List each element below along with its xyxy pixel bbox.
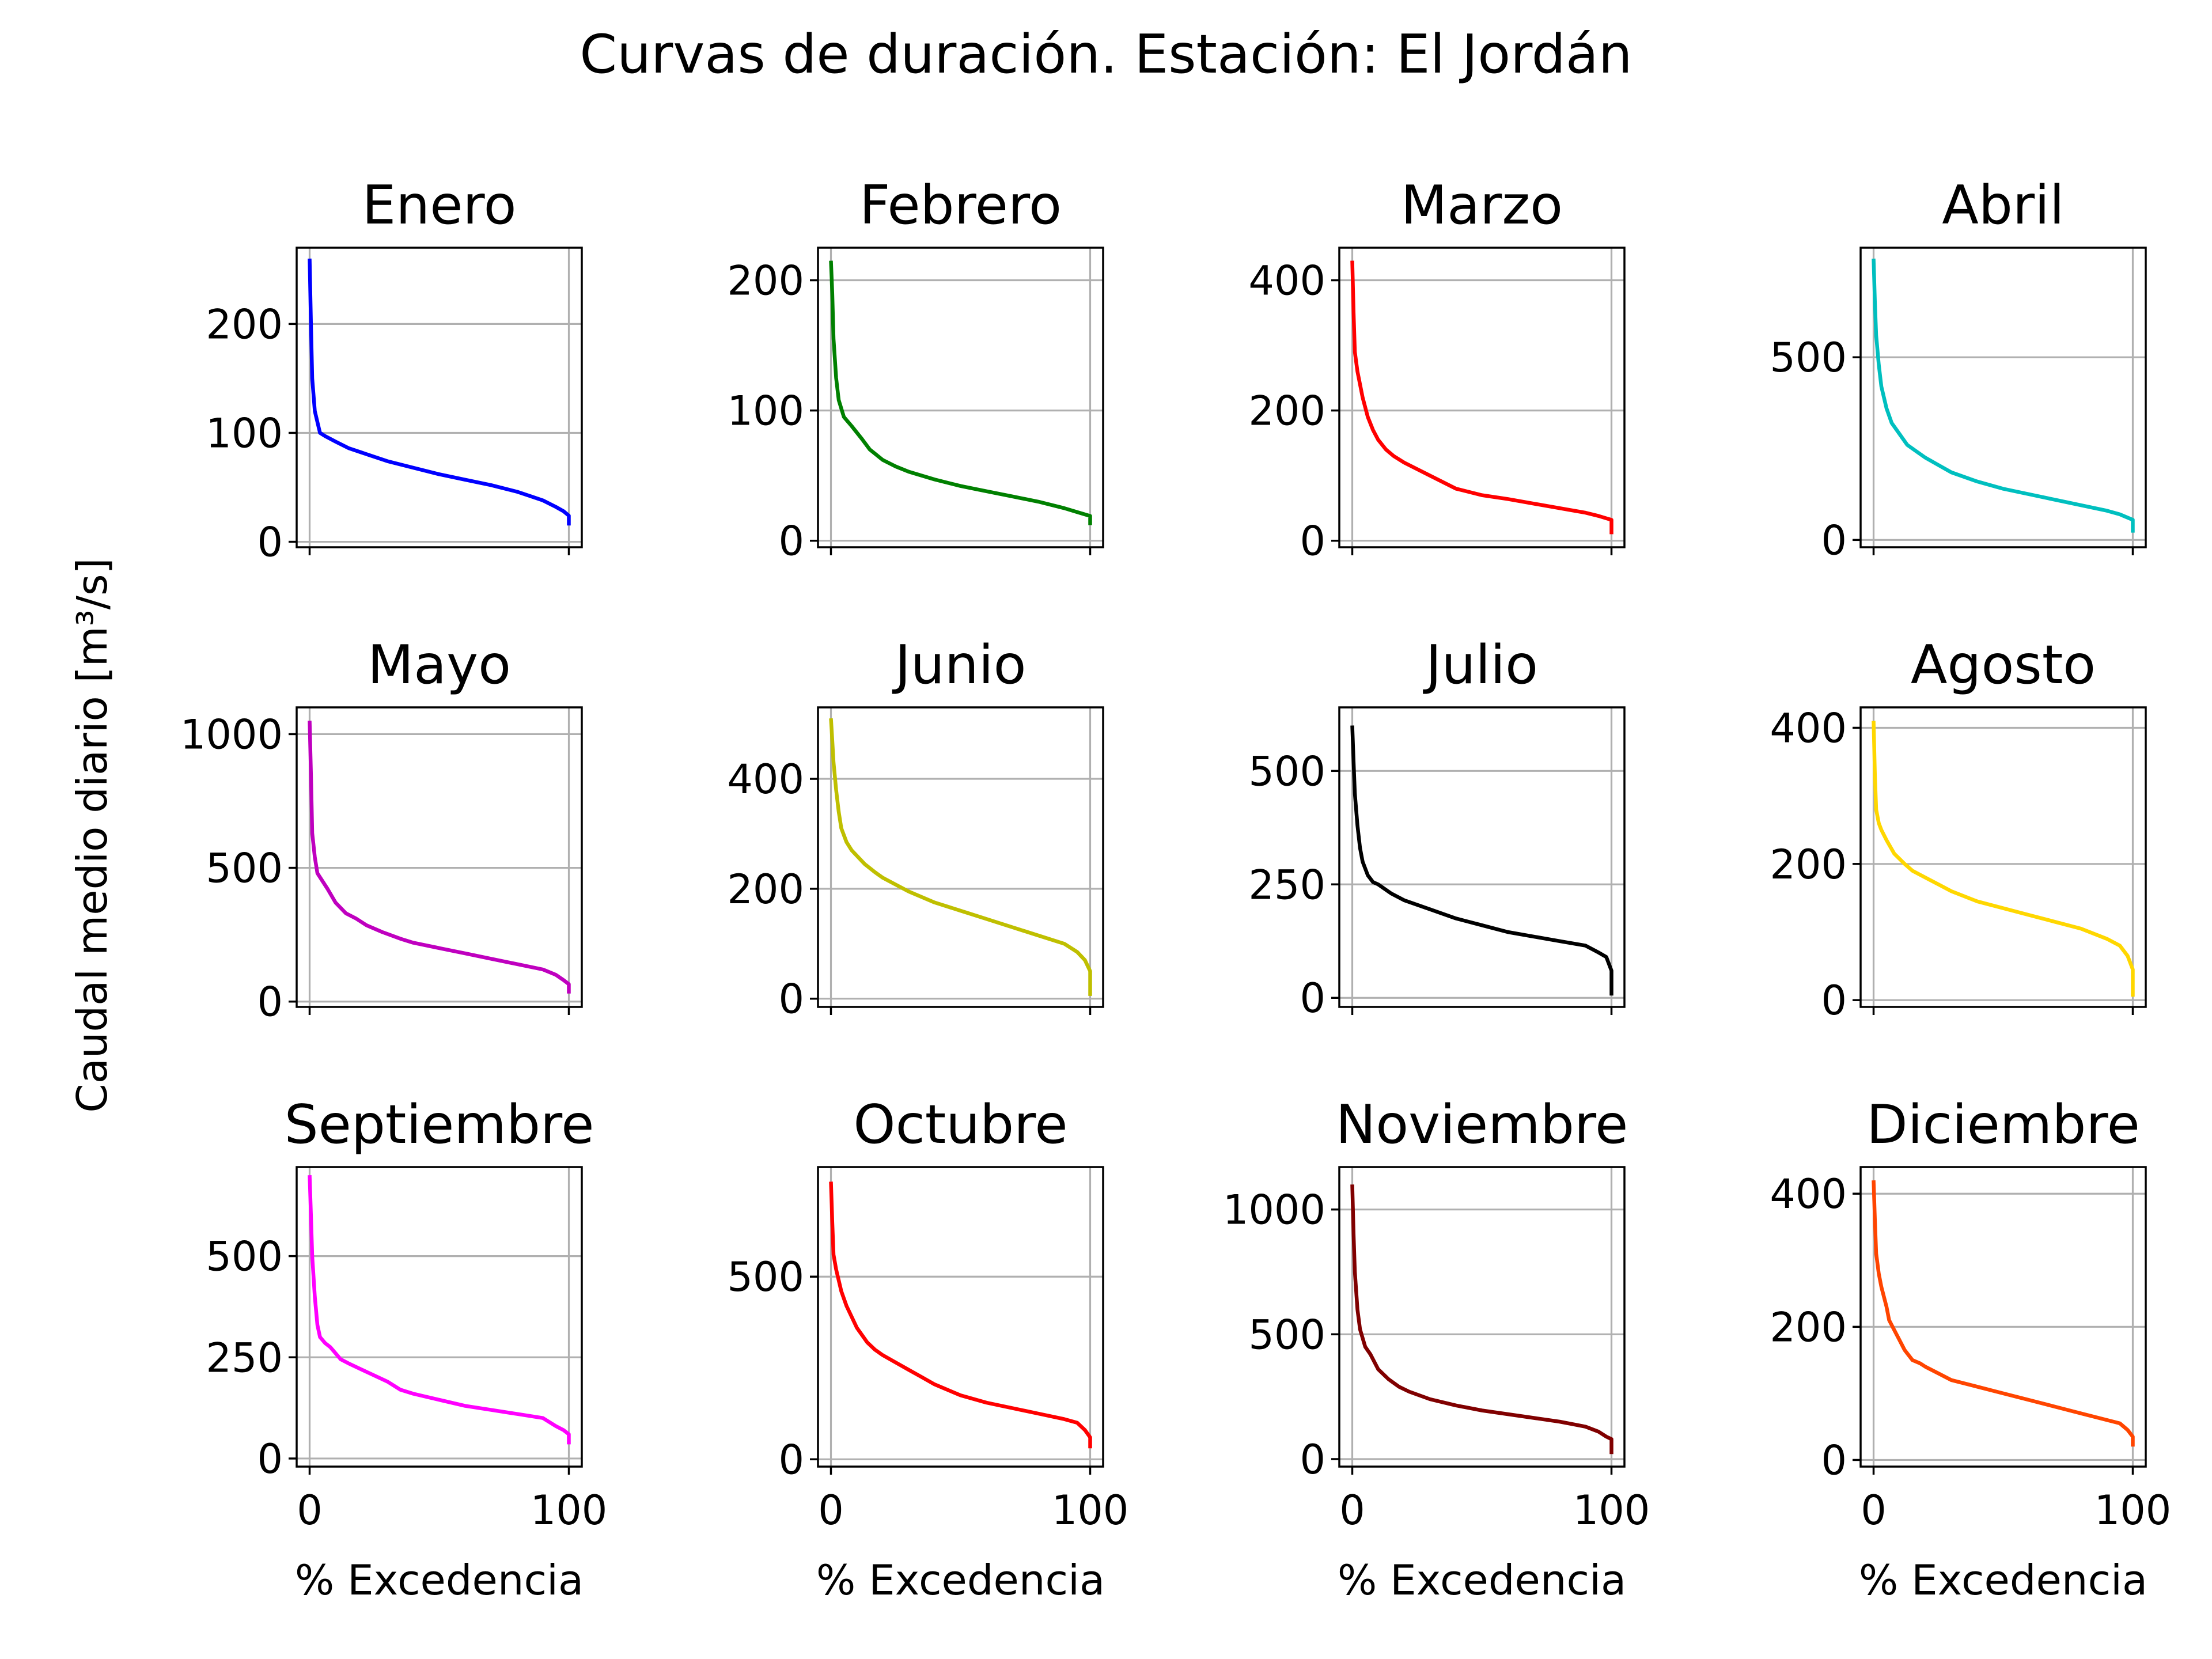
x-tick-label: 0 bbox=[818, 1487, 844, 1534]
x-tick-label: 100 bbox=[1052, 1487, 1129, 1534]
y-tick-label: 400 bbox=[1770, 704, 1847, 752]
axes-frame bbox=[296, 706, 583, 1008]
y-tick-label: 400 bbox=[1770, 1171, 1847, 1218]
y-tick-label: 0 bbox=[257, 979, 283, 1026]
subplot-marzo: 0 200 400 Marzo bbox=[1248, 174, 1626, 565]
series-line bbox=[1872, 258, 2135, 533]
series-line bbox=[308, 258, 571, 526]
axes-frame bbox=[1859, 706, 2147, 1008]
y-tick-label: 0 bbox=[1821, 977, 1847, 1024]
figure-title: Curvas de duración. Estación: El Jordán bbox=[579, 23, 1633, 85]
axes-frame bbox=[296, 1166, 583, 1468]
y-tick-label: 0 bbox=[257, 519, 283, 566]
y-tick-label: 400 bbox=[1248, 257, 1325, 305]
y-tick-label: 0 bbox=[778, 976, 804, 1023]
subplot-title: Noviembre bbox=[1336, 1093, 1628, 1156]
y-tick-label: 500 bbox=[1248, 1311, 1325, 1358]
subplot-diciembre: 0 200 400 0 100 Diciembre % Excedencia bbox=[1770, 1093, 2171, 1604]
subplot-title: Mayo bbox=[368, 634, 511, 696]
x-tick-label: 100 bbox=[1573, 1487, 1650, 1534]
x-tick-label: 100 bbox=[2094, 1487, 2172, 1534]
y-tick-label: 250 bbox=[1248, 861, 1325, 908]
y-tick-label: 0 bbox=[778, 1436, 804, 1483]
series-line bbox=[1350, 260, 1613, 535]
axes-frame bbox=[296, 247, 583, 548]
axes-frame bbox=[1859, 247, 2147, 548]
subplot-febrero: 0 100 200 Febrero bbox=[727, 174, 1104, 565]
x-axis-label: % Excedencia bbox=[1859, 1556, 2147, 1604]
x-tick-label: 0 bbox=[1339, 1487, 1365, 1534]
axes-frame bbox=[817, 247, 1104, 548]
y-tick-label: 1000 bbox=[180, 711, 283, 758]
series-line bbox=[1872, 721, 2135, 997]
y-tick-label: 100 bbox=[727, 388, 804, 435]
series-line bbox=[829, 718, 1092, 996]
y-tick-label: 200 bbox=[1770, 1304, 1847, 1351]
subplot-noviembre: 0 500 1000 0 100 Noviembre % Excedencia bbox=[1223, 1093, 1650, 1604]
subplot-junio: 0 200 400 Junio bbox=[727, 634, 1104, 1023]
y-tick-label: 500 bbox=[727, 1253, 804, 1301]
subplot-octubre: 0 500 0 100 Octubre % Excedencia bbox=[727, 1093, 1128, 1604]
x-axis-label: % Excedencia bbox=[816, 1556, 1105, 1604]
x-axis-label: % Excedencia bbox=[1338, 1556, 1626, 1604]
x-tick-label: 100 bbox=[531, 1487, 608, 1534]
subplot-abril: 0 500 Abril bbox=[1770, 174, 2147, 564]
y-tick-label: 500 bbox=[1248, 748, 1325, 795]
axes-frame bbox=[1338, 1166, 1626, 1468]
y-tick-label: 400 bbox=[727, 756, 804, 803]
y-tick-label: 0 bbox=[1821, 1437, 1847, 1484]
axes-frame bbox=[817, 706, 1104, 1008]
subplot-title: Octubre bbox=[853, 1093, 1067, 1156]
x-tick-label: 0 bbox=[297, 1487, 323, 1534]
y-tick-label: 0 bbox=[257, 1435, 283, 1483]
series-line bbox=[1350, 1184, 1613, 1455]
subplot-agosto: 0 200 400 Agosto bbox=[1770, 634, 2147, 1024]
y-tick-label: 200 bbox=[727, 257, 804, 305]
y-tick-label: 200 bbox=[1770, 841, 1847, 888]
subplot-title: Abril bbox=[1942, 174, 2065, 236]
subplot-enero: 0 100 200 Enero bbox=[206, 174, 583, 566]
y-tick-label: 100 bbox=[206, 410, 283, 457]
series-line bbox=[1872, 1180, 2135, 1447]
y-tick-label: 200 bbox=[206, 301, 283, 348]
axes-frame bbox=[1338, 706, 1626, 1008]
axes-frame bbox=[1338, 247, 1626, 548]
y-tick-label: 0 bbox=[1300, 518, 1325, 565]
subplot-title: Febrero bbox=[859, 174, 1062, 236]
y-tick-label: 0 bbox=[1300, 975, 1325, 1022]
subplot-title: Julio bbox=[1423, 634, 1538, 696]
x-tick-label: 0 bbox=[1861, 1487, 1887, 1534]
y-tick-label: 200 bbox=[727, 866, 804, 913]
y-tick-label: 0 bbox=[1821, 517, 1847, 564]
subplot-title: Diciembre bbox=[1866, 1093, 2140, 1156]
subplot-mayo: 0 500 1000 Mayo bbox=[180, 634, 583, 1026]
series-line bbox=[308, 1175, 571, 1445]
series-line bbox=[308, 721, 571, 994]
y-tick-label: 200 bbox=[1248, 388, 1325, 435]
subplot-title: Junio bbox=[892, 634, 1026, 696]
subplot-title: Marzo bbox=[1401, 174, 1563, 236]
axes-frame bbox=[1859, 1166, 2147, 1468]
y-tick-label: 500 bbox=[1770, 334, 1847, 381]
subplot-title: Agosto bbox=[1911, 634, 2096, 696]
subplot-julio: 0 250 500 Julio bbox=[1248, 634, 1626, 1022]
axes-frame bbox=[817, 1166, 1104, 1468]
series-line bbox=[1350, 725, 1613, 996]
subplot-title: Enero bbox=[362, 174, 516, 236]
subplot-title: Septiembre bbox=[285, 1093, 594, 1156]
y-tick-label: 250 bbox=[206, 1334, 283, 1381]
y-tick-label: 0 bbox=[778, 518, 804, 565]
series-line bbox=[829, 260, 1092, 525]
y-tick-label: 500 bbox=[206, 1233, 283, 1281]
y-tick-label: 1000 bbox=[1223, 1187, 1325, 1234]
y-tick-label: 500 bbox=[206, 845, 283, 892]
series-line bbox=[829, 1181, 1092, 1449]
subplot-septiembre: 0 250 500 0 100 Septiembre % Excedencia bbox=[206, 1093, 607, 1604]
x-axis-label: % Excedencia bbox=[295, 1556, 584, 1604]
y-tick-label: 0 bbox=[1300, 1436, 1325, 1483]
